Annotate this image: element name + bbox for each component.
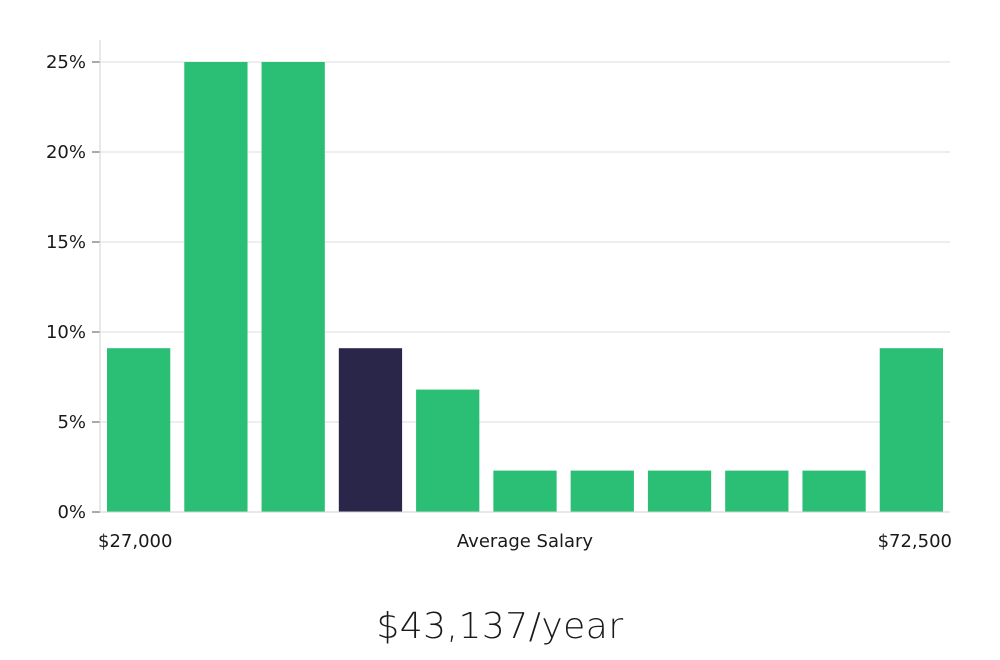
histogram-bar — [879, 348, 943, 512]
histogram-bar — [416, 389, 480, 512]
y-tick-label: 20% — [46, 142, 86, 163]
y-tick-label: 0% — [57, 502, 86, 523]
salary-histogram-chart: 0%5%10%15%20%25% $27,000 Average Salary … — [46, 40, 952, 552]
x-axis-title: Average Salary — [457, 531, 594, 552]
histogram-bar — [107, 348, 171, 512]
histogram-bar — [802, 470, 866, 512]
x-min-label: $27,000 — [98, 531, 172, 552]
average-salary-value: $43,137/year — [376, 606, 624, 647]
bars — [107, 62, 943, 512]
histogram-bar — [184, 62, 248, 512]
histogram-bar — [725, 470, 789, 512]
y-axis-ticks: 0% 5% 10% 15% 20% 25% — [46, 52, 100, 523]
histogram-bar — [647, 470, 712, 512]
x-max-label: $72,500 — [878, 531, 952, 552]
y-tick-label: 15% — [46, 232, 86, 253]
histogram-bar — [261, 62, 325, 512]
y-tick-label: 25% — [46, 52, 86, 73]
y-tick-label: 5% — [57, 412, 86, 433]
y-tick-label: 10% — [46, 322, 86, 343]
histogram-bar — [570, 470, 634, 512]
histogram-bar-highlighted — [338, 348, 403, 512]
histogram-bar — [493, 470, 557, 512]
